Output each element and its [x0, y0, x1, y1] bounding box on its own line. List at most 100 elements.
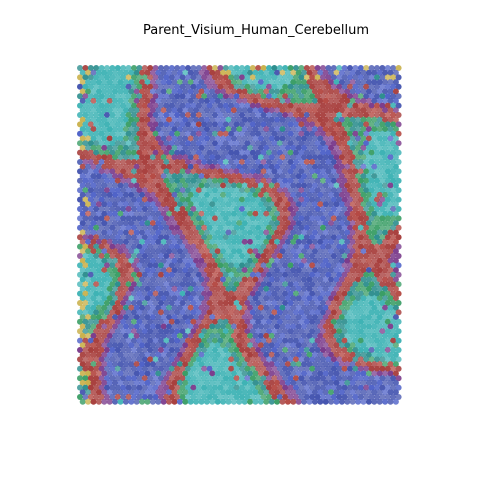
spot: [368, 394, 375, 400]
spot: [374, 309, 380, 316]
spot: [168, 271, 175, 278]
spot: [290, 191, 297, 198]
spot: [112, 163, 119, 170]
spot: [149, 88, 156, 95]
spot: [166, 276, 173, 283]
spot: [320, 384, 326, 391]
spot: [376, 135, 383, 142]
spot: [255, 365, 262, 372]
spot: [290, 332, 297, 339]
spot: [228, 347, 235, 353]
spot: [276, 196, 283, 203]
spot: [106, 154, 113, 161]
spot: [185, 187, 191, 194]
spot: [352, 215, 359, 222]
spot: [328, 398, 335, 405]
spot: [268, 276, 275, 283]
spot: [190, 347, 197, 353]
spot: [98, 271, 105, 278]
spot: [274, 267, 281, 274]
spot: [136, 243, 143, 250]
spot: [390, 196, 397, 203]
spot: [379, 159, 386, 165]
spot: [344, 182, 351, 189]
spot: [336, 394, 343, 400]
spot: [217, 309, 224, 316]
spot: [106, 220, 113, 227]
spot: [276, 271, 283, 278]
spot: [355, 191, 362, 198]
spot: [298, 159, 305, 165]
spot: [382, 69, 389, 76]
spot: [301, 229, 308, 236]
spot: [106, 88, 113, 95]
spot: [247, 342, 254, 349]
spot: [79, 97, 86, 104]
spot: [239, 224, 245, 231]
spot: [276, 384, 283, 391]
spot: [320, 93, 326, 100]
spot: [212, 65, 218, 71]
spot: [325, 375, 332, 382]
spot: [249, 159, 256, 165]
spot: [201, 290, 208, 297]
spot: [212, 206, 218, 212]
spot: [98, 281, 105, 288]
spot: [284, 69, 291, 76]
spot: [287, 365, 294, 372]
spot: [233, 328, 240, 335]
spot: [160, 238, 167, 245]
spot: [166, 88, 173, 95]
spot: [376, 201, 383, 208]
spot: [333, 389, 340, 396]
spot: [347, 243, 353, 250]
spot: [260, 93, 267, 100]
spot: [349, 220, 356, 227]
spot: [182, 210, 189, 217]
spot: [363, 112, 370, 118]
spot: [244, 394, 251, 400]
spot: [357, 271, 364, 278]
spot: [139, 304, 146, 311]
spot: [122, 144, 129, 151]
spot: [185, 130, 191, 137]
spot: [249, 196, 256, 203]
spot: [104, 206, 110, 212]
spot: [338, 79, 345, 86]
spot: [357, 318, 364, 325]
spot: [306, 79, 313, 86]
spot: [314, 234, 321, 241]
spot: [139, 332, 146, 339]
spot: [225, 314, 232, 321]
spot: [357, 262, 364, 269]
spot: [152, 159, 159, 165]
spot: [190, 309, 197, 316]
spot: [387, 295, 394, 302]
spot: [276, 140, 283, 147]
spot: [171, 182, 178, 189]
spot: [101, 126, 108, 133]
spot: [195, 121, 202, 128]
spot: [384, 365, 391, 372]
spot: [263, 276, 270, 283]
spot: [360, 201, 367, 208]
spot: [149, 276, 156, 283]
spot: [214, 267, 221, 274]
spot: [147, 262, 154, 269]
spot: [182, 135, 189, 142]
spot: [212, 168, 218, 175]
spot: [214, 116, 221, 123]
spot: [284, 182, 291, 189]
spot: [141, 149, 148, 156]
spot: [141, 65, 148, 71]
spot: [239, 121, 245, 128]
spot: [114, 384, 121, 391]
spot: [122, 248, 129, 255]
spot: [182, 295, 189, 302]
spot: [257, 201, 264, 208]
spot: [120, 130, 127, 137]
spot: [149, 389, 156, 396]
spot: [282, 121, 289, 128]
spot: [255, 102, 262, 109]
spot: [274, 88, 281, 95]
